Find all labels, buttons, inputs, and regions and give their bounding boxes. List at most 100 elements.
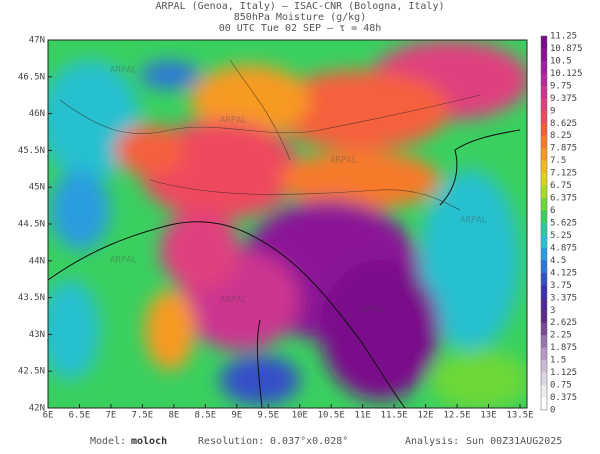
colorbar-swatch	[541, 322, 547, 336]
colorbar-swatch	[541, 135, 547, 149]
latitude-label: 42.5N	[18, 367, 45, 377]
colorbar-label: 6.375	[550, 194, 577, 204]
colorbar-label: 3.375	[550, 293, 577, 303]
latitude-label: 44.5N	[18, 220, 45, 230]
longitude-label: 11E	[355, 411, 371, 421]
latitude-label: 46.5N	[18, 72, 45, 82]
colorbar-frame	[540, 35, 548, 411]
colorbar-label: 3	[550, 306, 555, 316]
colorbar-swatch	[541, 210, 547, 224]
latitude-label: 43.5N	[18, 293, 45, 303]
latitude-label: 45.5N	[18, 146, 45, 156]
colorbar-label: 4.875	[550, 243, 577, 253]
colorbar-swatch	[541, 198, 547, 211]
colorbar-swatch	[541, 160, 547, 174]
longitude-label: 12.5E	[444, 411, 471, 421]
colorbar-swatch	[541, 335, 547, 348]
longitude-label: 12E	[417, 411, 433, 421]
longitude-label: 6E	[43, 411, 54, 421]
latitude-label: 43N	[29, 330, 45, 340]
colorbar-swatch	[541, 36, 547, 49]
colorbar-label: 0.375	[550, 393, 577, 403]
colorbar-label: 1.875	[550, 343, 577, 353]
model-name: moloch	[131, 436, 167, 447]
resolution-label: Resolution:	[198, 436, 264, 447]
title-line-3: 00 UTC Tue 02 SEP – τ = 48h	[219, 23, 382, 34]
longitude-label: 7.5E	[132, 411, 154, 421]
colorbar-label: 7.5	[550, 156, 566, 166]
watermark: ARPAL	[220, 296, 247, 306]
colorbar-label: 10.125	[550, 69, 583, 79]
longitude-label: 8E	[168, 411, 179, 421]
colorbar-swatch	[541, 247, 547, 261]
colorbar-swatch	[541, 297, 547, 311]
longitude-label: 10E	[292, 411, 308, 421]
longitude-label: 9.5E	[257, 411, 279, 421]
colorbar-swatch	[541, 285, 547, 299]
longitude-label: 9E	[231, 411, 242, 421]
colorbar-label: 3.75	[550, 281, 572, 291]
colorbar-label: 10.875	[550, 44, 583, 54]
model-label: Model:	[90, 436, 126, 447]
watermark: ARPAL	[360, 306, 387, 316]
latitude-label: 46N	[29, 109, 45, 119]
colorbar-swatch	[541, 347, 547, 361]
watermark: ARPAL	[110, 256, 137, 266]
colorbar-label: 6.75	[550, 181, 572, 191]
colorbar-label: 9.75	[550, 81, 572, 91]
watermark: ARPAL	[110, 66, 137, 76]
longitude-label: 13.5E	[506, 411, 533, 421]
colorbar-label: 5.25	[550, 231, 572, 241]
colorbar-swatch	[541, 272, 547, 286]
latitude-label: 45N	[29, 183, 45, 193]
colorbar-swatch	[541, 360, 547, 373]
colorbar-label: 7.875	[550, 144, 577, 154]
colorbar: 11.25 10.875 10.5 10.125 9.75 9.375 9 8.625 8.25…	[540, 32, 583, 416]
colorbar-label: 6	[550, 206, 555, 216]
colorbar-label: 0	[550, 406, 555, 416]
colorbar-swatch	[541, 372, 547, 386]
colorbar-swatch	[541, 73, 547, 87]
analysis-value: Sun 00Z31AUG2025	[466, 436, 562, 447]
longitude-label: 10.5E	[318, 411, 345, 421]
colorbar-label: 4.125	[550, 268, 577, 278]
longitude-label: 8.5E	[194, 411, 216, 421]
watermarks: ARPAL ARPAL ARPAL ARPAL ARPAL ARPAL ARPAL	[110, 66, 487, 316]
colorbar-label: 5.625	[550, 219, 577, 229]
colorbar-label: 2.25	[550, 331, 572, 341]
title-line-2: 850hPa Moisture (g/kg)	[234, 12, 366, 23]
resolution-value: 0.037°x0.028°	[270, 436, 348, 447]
colorbar-swatch	[541, 310, 547, 324]
colorbar-label: 8.25	[550, 131, 572, 141]
colorbar-swatch	[541, 85, 547, 99]
colorbar-swatch	[541, 235, 547, 249]
colorbar-swatch	[541, 223, 547, 236]
analysis-label: Analysis:	[405, 436, 459, 447]
colorbar-label: 1.5	[550, 356, 566, 366]
longitude-label: 13E	[480, 411, 496, 421]
colorbar-label: 0.75	[550, 381, 572, 391]
axes: 47N 46.5N 46N 45.5N 45N 44.5N 44N 43.5N 43N 42.5N…	[18, 36, 534, 421]
colorbar-swatch	[541, 60, 547, 74]
colorbar-swatch	[541, 185, 547, 199]
title-line-1: ARPAL (Genoa, Italy) — ISAC-CNR (Bologna…	[156, 1, 445, 12]
longitude-label: 7E	[106, 411, 117, 421]
colorbar-label: 9	[550, 106, 555, 116]
colorbar-swatch	[541, 48, 547, 62]
colorbar-label: 4.5	[550, 256, 566, 266]
watermark: ARPAL	[330, 156, 357, 166]
colorbar-label: 8.625	[550, 119, 577, 129]
colorbar-label: 2.625	[550, 318, 577, 328]
watermark: ARPAL	[460, 216, 487, 226]
longitude-label: 6.5E	[69, 411, 91, 421]
colorbar-swatch	[541, 98, 547, 112]
colorbar-swatch	[541, 123, 547, 137]
colorbar-label: 9.375	[550, 94, 577, 104]
colorbar-label: 11.25	[550, 32, 577, 42]
latitude-label: 42N	[29, 404, 45, 414]
colorbar-swatch	[541, 385, 547, 398]
colorbar-swatch	[541, 397, 547, 411]
colorbar-swatch	[541, 110, 547, 124]
colorbar-label: 1.125	[550, 368, 577, 378]
